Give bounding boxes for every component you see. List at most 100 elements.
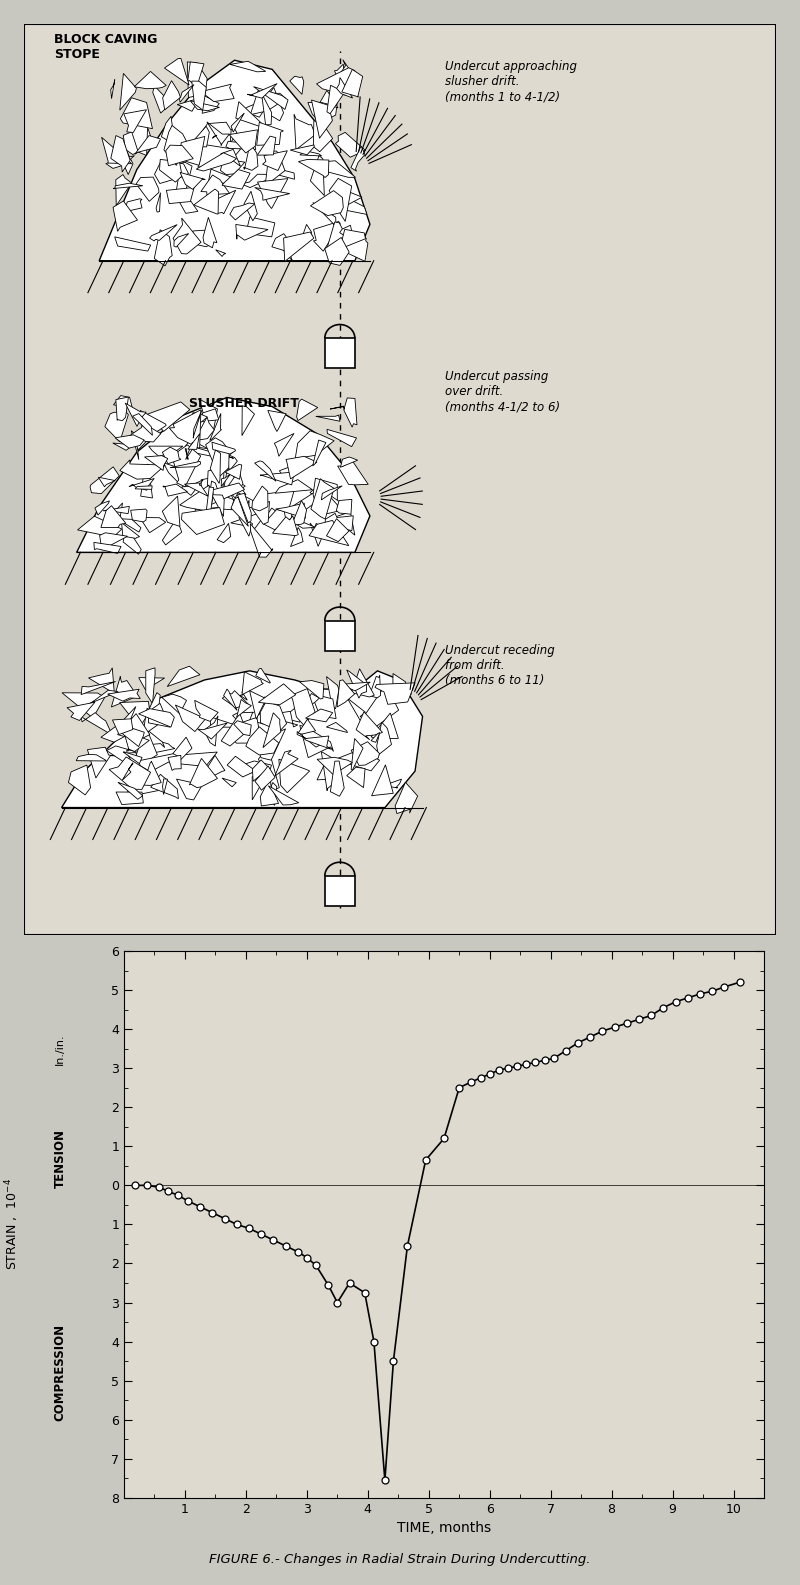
Polygon shape — [111, 677, 138, 707]
Polygon shape — [257, 122, 283, 146]
Polygon shape — [252, 487, 268, 510]
Polygon shape — [69, 766, 90, 796]
Polygon shape — [146, 667, 155, 704]
Polygon shape — [309, 520, 349, 545]
Polygon shape — [202, 95, 219, 113]
Polygon shape — [238, 493, 251, 523]
Polygon shape — [210, 414, 222, 441]
Polygon shape — [214, 190, 236, 214]
Polygon shape — [316, 160, 355, 178]
Polygon shape — [163, 463, 186, 483]
Polygon shape — [226, 141, 256, 149]
Polygon shape — [114, 184, 143, 189]
Polygon shape — [162, 116, 174, 144]
Polygon shape — [242, 101, 264, 117]
Polygon shape — [203, 217, 217, 247]
Polygon shape — [212, 495, 224, 517]
Polygon shape — [370, 675, 381, 697]
Polygon shape — [115, 769, 142, 785]
Polygon shape — [172, 445, 201, 487]
Polygon shape — [260, 472, 294, 485]
Polygon shape — [134, 136, 161, 154]
Polygon shape — [209, 170, 238, 184]
Polygon shape — [77, 398, 370, 553]
Polygon shape — [162, 496, 180, 526]
Polygon shape — [106, 747, 152, 770]
Polygon shape — [136, 178, 159, 201]
Polygon shape — [202, 84, 234, 101]
Polygon shape — [298, 720, 315, 734]
Polygon shape — [193, 447, 234, 458]
Polygon shape — [62, 670, 422, 808]
Polygon shape — [123, 526, 142, 555]
Polygon shape — [311, 479, 334, 518]
Polygon shape — [279, 759, 310, 792]
Polygon shape — [212, 442, 235, 453]
Polygon shape — [237, 761, 271, 773]
Polygon shape — [123, 707, 136, 726]
Polygon shape — [149, 739, 175, 753]
Polygon shape — [67, 702, 95, 721]
Polygon shape — [326, 677, 339, 708]
Polygon shape — [188, 62, 204, 90]
Polygon shape — [89, 667, 114, 694]
Polygon shape — [142, 708, 161, 735]
Polygon shape — [222, 482, 246, 499]
Polygon shape — [313, 479, 338, 515]
Polygon shape — [134, 753, 180, 772]
Polygon shape — [130, 423, 161, 442]
Polygon shape — [320, 90, 338, 108]
Polygon shape — [111, 136, 130, 173]
Polygon shape — [339, 60, 358, 89]
Polygon shape — [351, 739, 363, 770]
Polygon shape — [361, 689, 398, 729]
Polygon shape — [275, 502, 306, 518]
Polygon shape — [234, 721, 251, 735]
Polygon shape — [132, 728, 158, 766]
Polygon shape — [290, 235, 310, 250]
Polygon shape — [230, 488, 262, 510]
Polygon shape — [187, 62, 207, 98]
X-axis label: TIME, months: TIME, months — [397, 1522, 491, 1536]
Polygon shape — [147, 403, 190, 431]
Polygon shape — [99, 60, 370, 260]
Polygon shape — [190, 101, 219, 111]
Polygon shape — [201, 479, 222, 498]
Polygon shape — [325, 238, 349, 265]
Polygon shape — [278, 238, 293, 262]
Text: STRAIN ,  $\mathregular{10^{-4}}$: STRAIN , $\mathregular{10^{-4}}$ — [3, 1178, 21, 1271]
Polygon shape — [124, 109, 146, 133]
Text: Undercut passing
over drift.
(months 4-1/2 to 6): Undercut passing over drift. (months 4-1… — [445, 371, 560, 414]
Polygon shape — [210, 450, 221, 483]
Polygon shape — [338, 461, 368, 485]
Polygon shape — [246, 217, 275, 236]
Polygon shape — [103, 506, 130, 514]
Polygon shape — [143, 761, 162, 786]
Polygon shape — [314, 694, 336, 718]
Polygon shape — [255, 697, 269, 724]
Polygon shape — [175, 751, 218, 767]
Polygon shape — [262, 151, 287, 171]
Polygon shape — [135, 726, 165, 748]
Polygon shape — [222, 452, 238, 471]
Polygon shape — [118, 139, 133, 174]
Polygon shape — [341, 456, 358, 468]
Polygon shape — [116, 398, 129, 420]
Polygon shape — [194, 701, 218, 721]
Polygon shape — [176, 162, 192, 192]
Polygon shape — [290, 144, 314, 155]
Polygon shape — [184, 483, 208, 496]
Polygon shape — [254, 187, 290, 200]
Polygon shape — [351, 742, 379, 766]
Polygon shape — [133, 414, 153, 436]
Polygon shape — [116, 174, 131, 206]
Polygon shape — [167, 666, 200, 686]
Polygon shape — [185, 449, 188, 460]
Polygon shape — [150, 225, 177, 241]
Polygon shape — [334, 512, 355, 536]
Polygon shape — [327, 86, 344, 114]
Polygon shape — [300, 680, 324, 699]
Polygon shape — [229, 130, 258, 154]
Polygon shape — [371, 766, 394, 796]
Polygon shape — [222, 778, 236, 786]
